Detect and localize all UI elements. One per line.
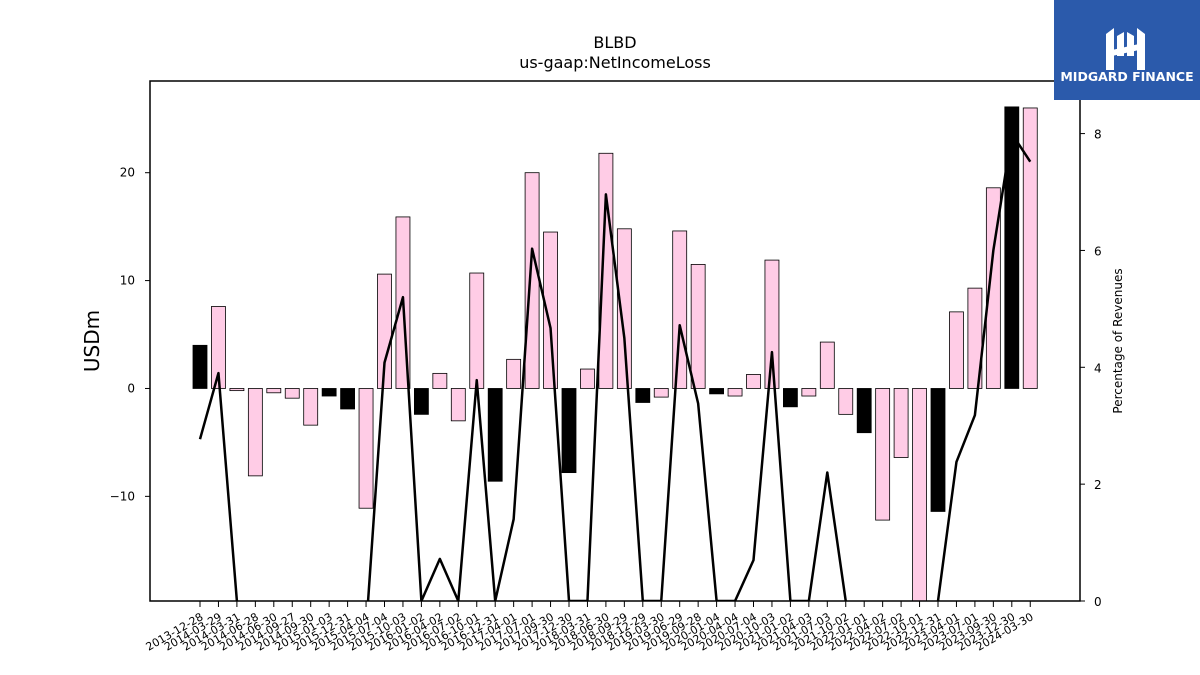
bar — [229, 388, 245, 392]
line-series — [198, 132, 1032, 601]
bar — [543, 231, 558, 389]
y-axis-label: USDm — [80, 310, 104, 372]
brand-logo: MIDGARD FINANCE — [1054, 0, 1200, 100]
bar — [1022, 107, 1038, 389]
bar — [875, 388, 891, 521]
bar — [819, 341, 835, 389]
right-axis-label: Percentage of Revenues — [1111, 268, 1125, 413]
bar — [1004, 106, 1020, 389]
right-tick-label: 8 — [1094, 128, 1102, 142]
bar — [284, 388, 300, 399]
chart-title: BLBD — [593, 33, 636, 52]
bar — [746, 374, 761, 389]
bar — [912, 388, 927, 601]
y-tick-label: 0 — [127, 381, 135, 395]
bar — [616, 228, 632, 389]
y-tick-label: 10 — [120, 274, 135, 288]
bar — [985, 187, 1001, 389]
bar — [340, 388, 356, 410]
bar — [487, 388, 503, 482]
bar — [727, 388, 743, 397]
right-axis: 0 2 4 6 8 — [1080, 128, 1102, 609]
bar — [321, 388, 337, 397]
bar — [709, 388, 724, 395]
right-tick-label: 4 — [1094, 361, 1102, 375]
bar — [967, 287, 983, 389]
bar — [192, 344, 208, 389]
bar — [949, 311, 964, 389]
line-path — [198, 132, 1032, 601]
bar — [690, 263, 706, 389]
bar — [838, 388, 854, 415]
y-tick-label: 20 — [120, 166, 135, 180]
left-axis: −10 0 10 20 — [110, 166, 150, 503]
bar — [893, 388, 909, 458]
y-tick-label: −10 — [110, 489, 135, 503]
bar — [450, 388, 466, 422]
logo-text: MIDGARD FINANCE — [1060, 69, 1193, 84]
bar — [506, 358, 522, 389]
bar — [764, 259, 780, 389]
x-axis: 2013-12-282014-03-292014-03-312014-06-28… — [144, 601, 1036, 654]
chart-subtitle: us-gaap:NetIncomeLoss — [519, 53, 711, 72]
bar — [672, 230, 688, 389]
right-tick-label: 6 — [1094, 244, 1102, 258]
bar — [358, 388, 374, 509]
right-tick-label: 0 — [1094, 595, 1102, 609]
bar-series — [192, 106, 1038, 601]
bar — [801, 388, 817, 397]
plot-frame — [149, 80, 1081, 602]
bar — [266, 388, 282, 394]
bar — [598, 152, 614, 389]
bar — [856, 388, 872, 434]
bar — [524, 172, 540, 389]
bar — [635, 388, 651, 403]
bar — [561, 388, 577, 474]
bar — [469, 272, 485, 389]
logo-mark-icon — [1106, 28, 1145, 70]
bar — [413, 388, 429, 415]
bar — [580, 368, 595, 389]
bar — [783, 388, 798, 408]
bar — [377, 273, 392, 389]
right-tick-label: 2 — [1094, 478, 1102, 492]
bar — [303, 388, 319, 426]
bar — [432, 372, 448, 389]
bar — [653, 388, 669, 398]
bar — [247, 388, 263, 477]
bar — [930, 388, 946, 512]
